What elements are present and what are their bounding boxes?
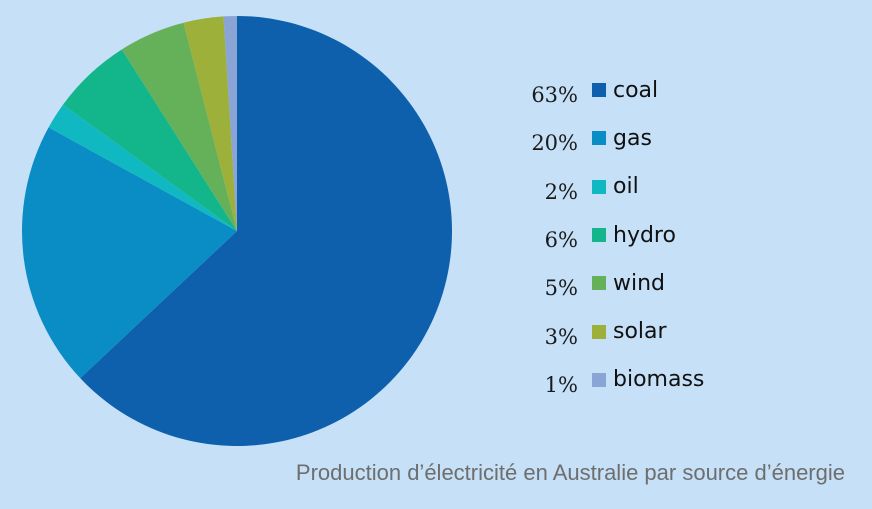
legend: 63% coal 20% gas 2% oil 6% hydro 5% wind 3% solar 1%…: [520, 66, 750, 404]
legend-item-coal: 63% coal: [520, 66, 750, 114]
pie-slice-biomass: [223, 16, 237, 231]
legend-label: oil: [613, 174, 639, 200]
legend-item-oil: 2% oil: [520, 163, 750, 211]
legend-swatch: [592, 228, 606, 243]
legend-item-biomass: 1% biomass: [520, 356, 750, 404]
legend-item-solar: 3% solar: [520, 307, 750, 355]
pie-slice-wind: [121, 22, 237, 231]
legend-value-label: 1%: [544, 372, 578, 397]
legend-swatch: [592, 83, 606, 98]
legend-value-label: 20%: [531, 131, 578, 156]
legend-swatch: [592, 131, 606, 146]
legend-item-wind: 5% wind: [520, 259, 750, 307]
legend-label: biomass: [613, 367, 705, 393]
legend-value-label: 63%: [531, 83, 578, 108]
legend-value-label: 3%: [544, 324, 578, 349]
pie-slice-hydro: [63, 49, 238, 231]
legend-label: coal: [613, 77, 659, 103]
legend-swatch: [592, 372, 606, 387]
legend-value-label: 6%: [544, 228, 578, 253]
legend-label: gas: [613, 125, 652, 151]
pie-slice-solar: [183, 16, 237, 231]
pie-slice-gas: [21, 127, 237, 379]
legend-item-hydro: 6% hydro: [520, 211, 750, 259]
legend-swatch: [592, 324, 606, 339]
legend-item-gas: 20% gas: [520, 114, 750, 162]
legend-label: wind: [613, 270, 666, 296]
legend-swatch: [592, 276, 606, 291]
pie-slice-oil: [48, 104, 238, 231]
chart-caption: Production d’électricité en Australie pa…: [295, 460, 845, 485]
legend-label: hydro: [613, 222, 676, 248]
legend-value-label: 5%: [544, 276, 578, 301]
pie-slice-coal: [80, 16, 453, 446]
legend-swatch: [592, 179, 606, 194]
legend-label: solar: [613, 319, 667, 345]
legend-value-label: 2%: [544, 179, 578, 204]
